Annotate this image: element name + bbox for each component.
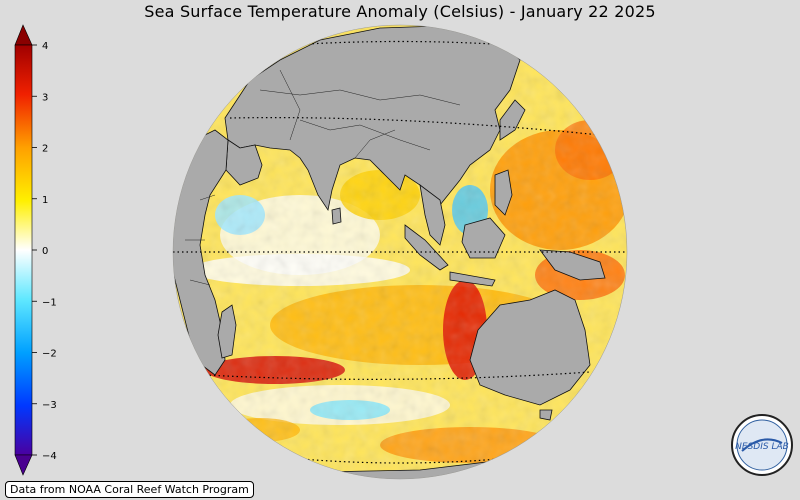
colorbar-tick-label: 1 — [42, 195, 48, 206]
colorbar-tick-label: −1 — [42, 297, 57, 308]
colorbar-tick-label: −4 — [42, 451, 57, 462]
data-credit: Data from NOAA Coral Reef Watch Program — [5, 481, 254, 498]
colorbar-tick-label: −3 — [42, 400, 57, 411]
colorbar-tick-label: −2 — [42, 349, 57, 360]
colorbar-tick-label: 3 — [42, 92, 48, 103]
globe-disk — [173, 25, 627, 479]
colorbar: 4 3 2 1 0 −1 −2 −3 −4 — [14, 24, 57, 476]
nesdis-logo[interactable]: NESDIS LAB — [730, 413, 794, 477]
map-title: Sea Surface Temperature Anomaly (Celsius… — [144, 2, 656, 21]
colorbar-tick-label: 0 — [42, 246, 48, 257]
colorbar-tick-label: 2 — [42, 144, 48, 155]
graticule — [173, 40, 627, 464]
logo-text: NESDIS LAB — [735, 442, 789, 452]
colorbar-bottom-arrow — [14, 454, 33, 476]
land-masses — [173, 25, 606, 479]
colorbar-tick-label: 4 — [42, 41, 48, 52]
